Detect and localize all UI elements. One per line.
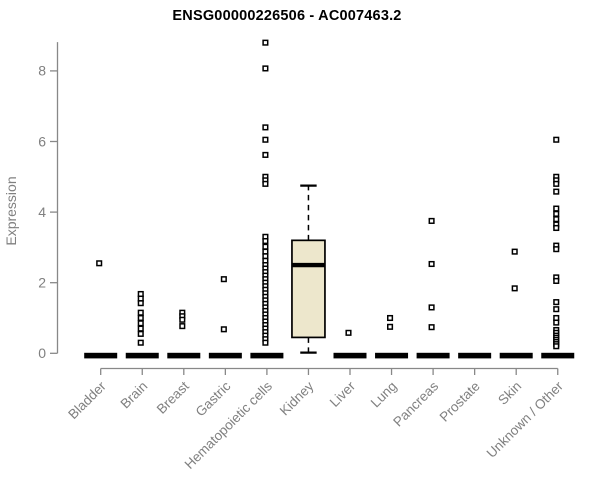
x-category-label: Lung <box>368 379 400 411</box>
chart-title: ENSG00000226506 - AC007463.2 <box>172 8 402 24</box>
outlier-point <box>387 323 394 330</box>
outlier-point <box>262 243 269 250</box>
collapsed-boxplot <box>375 352 409 359</box>
x-category-label: Kidney <box>277 378 317 418</box>
boxplot-box <box>291 239 326 339</box>
outlier-point <box>262 65 269 72</box>
collapsed-boxplot <box>125 352 159 359</box>
outlier-point <box>262 237 269 245</box>
outlier-point <box>428 304 435 311</box>
y-tick-label: 8 <box>38 63 46 79</box>
outlier-point <box>179 316 186 323</box>
y-tick-label: 0 <box>38 345 46 361</box>
outlier-point <box>96 260 103 267</box>
outlier-point <box>553 210 560 217</box>
outlier-point <box>511 248 518 255</box>
outlier-point <box>428 324 435 331</box>
outlier-point <box>553 299 560 306</box>
outlier-point <box>262 151 269 158</box>
outlier-point <box>220 326 227 333</box>
x-category-label: Liver <box>327 378 359 410</box>
outlier-point <box>137 320 144 327</box>
outlier-point <box>137 339 144 346</box>
collapsed-boxplot <box>84 352 118 359</box>
outlier-point <box>262 39 269 46</box>
outlier-point <box>428 260 435 268</box>
y-tick-label: 6 <box>38 133 46 149</box>
outlier-point <box>553 224 560 232</box>
outlier-point <box>553 205 560 212</box>
outlier-point <box>220 276 227 283</box>
outlier-point <box>553 188 560 195</box>
y-tick-label: 4 <box>38 204 46 220</box>
x-category-label: Breast <box>154 378 192 416</box>
collapsed-boxplot <box>458 352 492 359</box>
collapsed-boxplot <box>250 352 284 359</box>
outlier-point <box>553 136 560 143</box>
outlier-point <box>553 343 560 350</box>
outlier-point <box>553 277 560 284</box>
outlier-point <box>553 246 560 253</box>
collapsed-boxplot <box>333 352 367 359</box>
collapsed-boxplot <box>208 352 242 359</box>
x-category-label: Skin <box>495 379 524 408</box>
collapsed-boxplot <box>499 352 533 359</box>
collapsed-boxplot <box>167 352 201 359</box>
x-category-label: Prostate <box>437 379 483 425</box>
outlier-point <box>553 306 560 313</box>
outlier-point <box>553 319 560 326</box>
outlier-point <box>553 180 560 187</box>
outlier-point <box>387 314 394 322</box>
outlier-point <box>137 325 144 332</box>
outlier-point <box>137 309 144 316</box>
collapsed-boxplot <box>416 352 450 359</box>
outlier-point <box>262 124 269 131</box>
outlier-point <box>137 330 144 337</box>
x-category-label: Unknown / Other <box>484 378 567 461</box>
x-category-label: Bladder <box>65 378 109 422</box>
outlier-point <box>179 323 186 330</box>
outlier-point <box>262 180 269 187</box>
x-category-label: Gastric <box>193 378 234 419</box>
collapsed-boxplot <box>541 352 575 359</box>
x-category-label: Pancreas <box>390 378 441 429</box>
x-category-label: Brain <box>117 379 150 412</box>
outlier-point <box>428 217 435 224</box>
outlier-point <box>511 285 518 292</box>
outlier-point <box>553 216 560 223</box>
y-tick-label: 2 <box>38 275 46 291</box>
outlier-point <box>137 300 144 307</box>
outlier-point <box>137 314 144 322</box>
outlier-point <box>262 339 269 346</box>
outlier-point <box>345 329 352 336</box>
outlier-point <box>262 136 269 143</box>
